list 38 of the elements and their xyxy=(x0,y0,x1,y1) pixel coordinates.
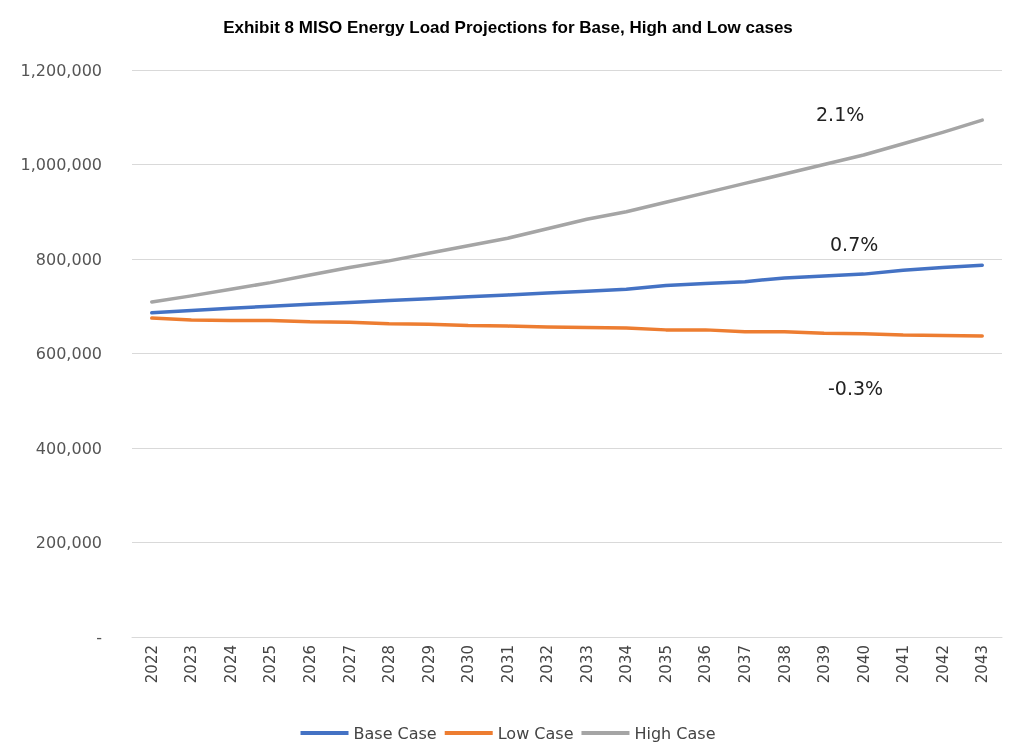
y-tick-label: 400,000 xyxy=(35,438,102,458)
x-tick-label: 2036 xyxy=(696,645,715,684)
x-tick-label: 2028 xyxy=(380,645,399,684)
legend-label: Base Case xyxy=(353,723,437,743)
x-tick-label: 2043 xyxy=(973,645,992,684)
annotation: 2.1% xyxy=(816,102,865,125)
y-tick-label: - xyxy=(96,627,102,647)
line-series xyxy=(150,263,984,315)
x-tick-label: 2038 xyxy=(775,645,794,684)
legend-label: Low Case xyxy=(497,723,574,743)
x-tick-label: 2040 xyxy=(854,645,873,684)
annotation: -0.3% xyxy=(828,376,884,399)
x-tick-label: 2039 xyxy=(815,645,834,684)
x-tick-label: 2030 xyxy=(459,645,478,684)
x-tick-label: 2025 xyxy=(261,645,280,684)
annotation: 0.7% xyxy=(830,232,879,255)
y-tick-label: 1,000,000 xyxy=(20,155,102,174)
x-tick-label: 2029 xyxy=(419,645,438,684)
y-tick-label: 800,000 xyxy=(35,249,102,269)
x-tick-label: 2032 xyxy=(538,645,557,684)
x-tick-label: 2033 xyxy=(577,645,596,684)
x-tick-label: 2037 xyxy=(735,645,754,684)
x-tick-label: 2035 xyxy=(656,645,675,684)
x-tick-label: 2022 xyxy=(142,645,161,684)
line-series xyxy=(150,316,984,338)
y-tick-label: 1,200,000 xyxy=(20,60,102,80)
legend-label: High Case xyxy=(634,723,716,743)
x-tick-label: 2024 xyxy=(221,645,240,684)
y-tick-label: 200,000 xyxy=(35,533,102,552)
x-tick-label: 2041 xyxy=(894,645,913,684)
x-tick-label: 2026 xyxy=(300,645,319,684)
x-tick-label: 2027 xyxy=(340,645,359,684)
y-tick-label: 600,000 xyxy=(35,344,102,363)
x-tick-label: 2031 xyxy=(498,645,517,684)
x-tick-label: 2034 xyxy=(617,645,636,684)
chart-title: Exhibit 8 MISO Energy Load Projections for Base, High and Low cases xyxy=(223,18,793,37)
x-tick-label: 2042 xyxy=(933,645,952,684)
x-tick-label: 2023 xyxy=(182,645,201,684)
